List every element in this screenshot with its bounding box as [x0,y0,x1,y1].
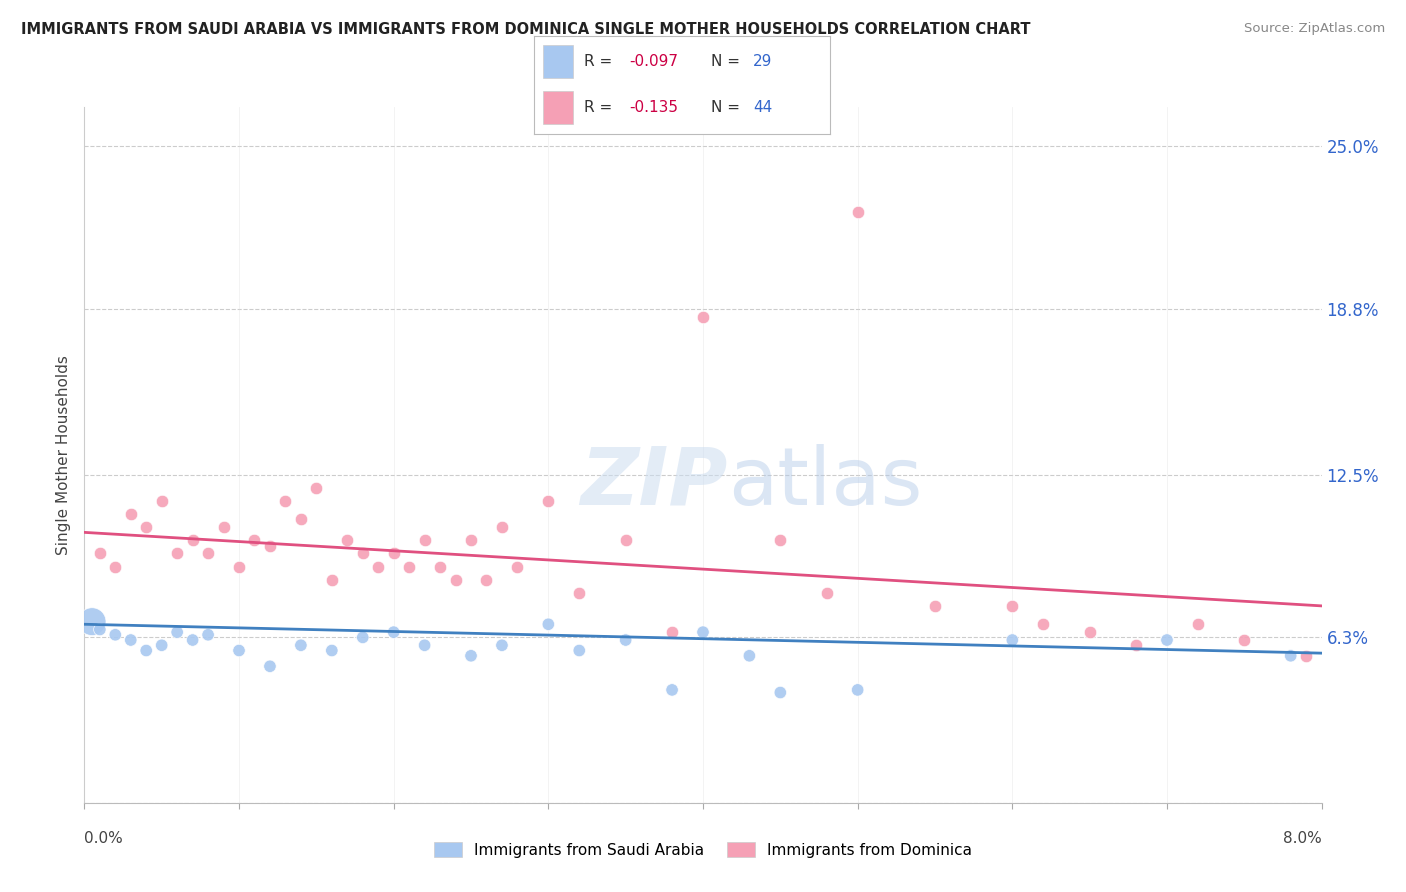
Point [150,638,173,652]
Text: 8.0%: 8.0% [1282,830,1322,846]
Text: IMMIGRANTS FROM SAUDI ARABIA VS IMMIGRANTS FROM DOMINICA SINGLE MOTHER HOUSEHOLD: IMMIGRANTS FROM SAUDI ARABIA VS IMMIGRAN… [21,22,1031,37]
Point [181,633,204,648]
Point [506,559,529,574]
Point [1187,617,1209,632]
Point [243,533,266,548]
Point [150,494,173,508]
Text: -0.135: -0.135 [628,100,678,115]
Point [228,643,250,657]
Text: 29: 29 [752,54,772,69]
Point [738,648,761,663]
Point [537,494,560,508]
Text: 0.0%: 0.0% [84,830,124,846]
Point [769,685,792,699]
Point [568,643,591,657]
Point [1001,633,1024,648]
Point [1279,648,1302,663]
Point [491,638,513,652]
Point [135,643,157,657]
Bar [543,91,572,124]
Point [815,586,838,600]
Point [197,628,219,642]
Point [661,625,683,640]
Point [537,617,560,632]
Point [475,573,498,587]
Y-axis label: Single Mother Households: Single Mother Households [56,355,72,555]
Point [382,546,405,560]
Text: N =: N = [711,54,745,69]
Point [120,507,142,521]
Point [352,546,374,560]
Point [259,659,281,673]
Point [181,533,204,548]
Point [367,559,389,574]
Point [104,628,127,642]
Point [352,631,374,645]
Point [197,546,219,560]
Point [846,205,869,219]
Point [444,573,467,587]
Point [924,599,946,613]
Point [413,533,436,548]
Point [769,533,792,548]
Point [614,633,637,648]
Point [212,520,235,534]
Point [1295,648,1317,663]
Point [89,546,111,560]
Text: 44: 44 [752,100,772,115]
Point [166,546,188,560]
Point [305,481,328,495]
Text: -0.097: -0.097 [628,54,678,69]
Point [460,533,482,548]
Point [135,520,157,534]
Point [398,559,420,574]
Text: atlas: atlas [728,443,922,522]
Point [228,559,250,574]
Point [82,615,104,629]
Point [661,682,683,697]
Legend: Immigrants from Saudi Arabia, Immigrants from Dominica: Immigrants from Saudi Arabia, Immigrants… [434,842,972,858]
Text: ZIP: ZIP [581,443,728,522]
Point [1032,617,1054,632]
Point [321,643,343,657]
Point [321,573,343,587]
Bar [543,45,572,78]
Point [104,559,127,574]
Point [692,310,714,324]
Point [491,520,513,534]
Point [614,533,637,548]
Point [259,539,281,553]
Point [166,625,188,640]
Point [568,586,591,600]
Point [89,623,111,637]
Point [429,559,451,574]
Point [846,682,869,697]
Point [1156,633,1178,648]
Point [1001,599,1024,613]
Point [1078,625,1101,640]
Text: R =: R = [585,100,623,115]
Text: R =: R = [585,54,617,69]
Point [460,648,482,663]
Point [413,638,436,652]
Point [274,494,297,508]
Text: Source: ZipAtlas.com: Source: ZipAtlas.com [1244,22,1385,36]
Text: N =: N = [711,100,745,115]
Point [336,533,359,548]
Point [290,512,312,526]
Point [120,633,142,648]
Point [692,625,714,640]
Point [1233,633,1256,648]
Point [1125,638,1147,652]
Point [382,625,405,640]
Point [290,638,312,652]
